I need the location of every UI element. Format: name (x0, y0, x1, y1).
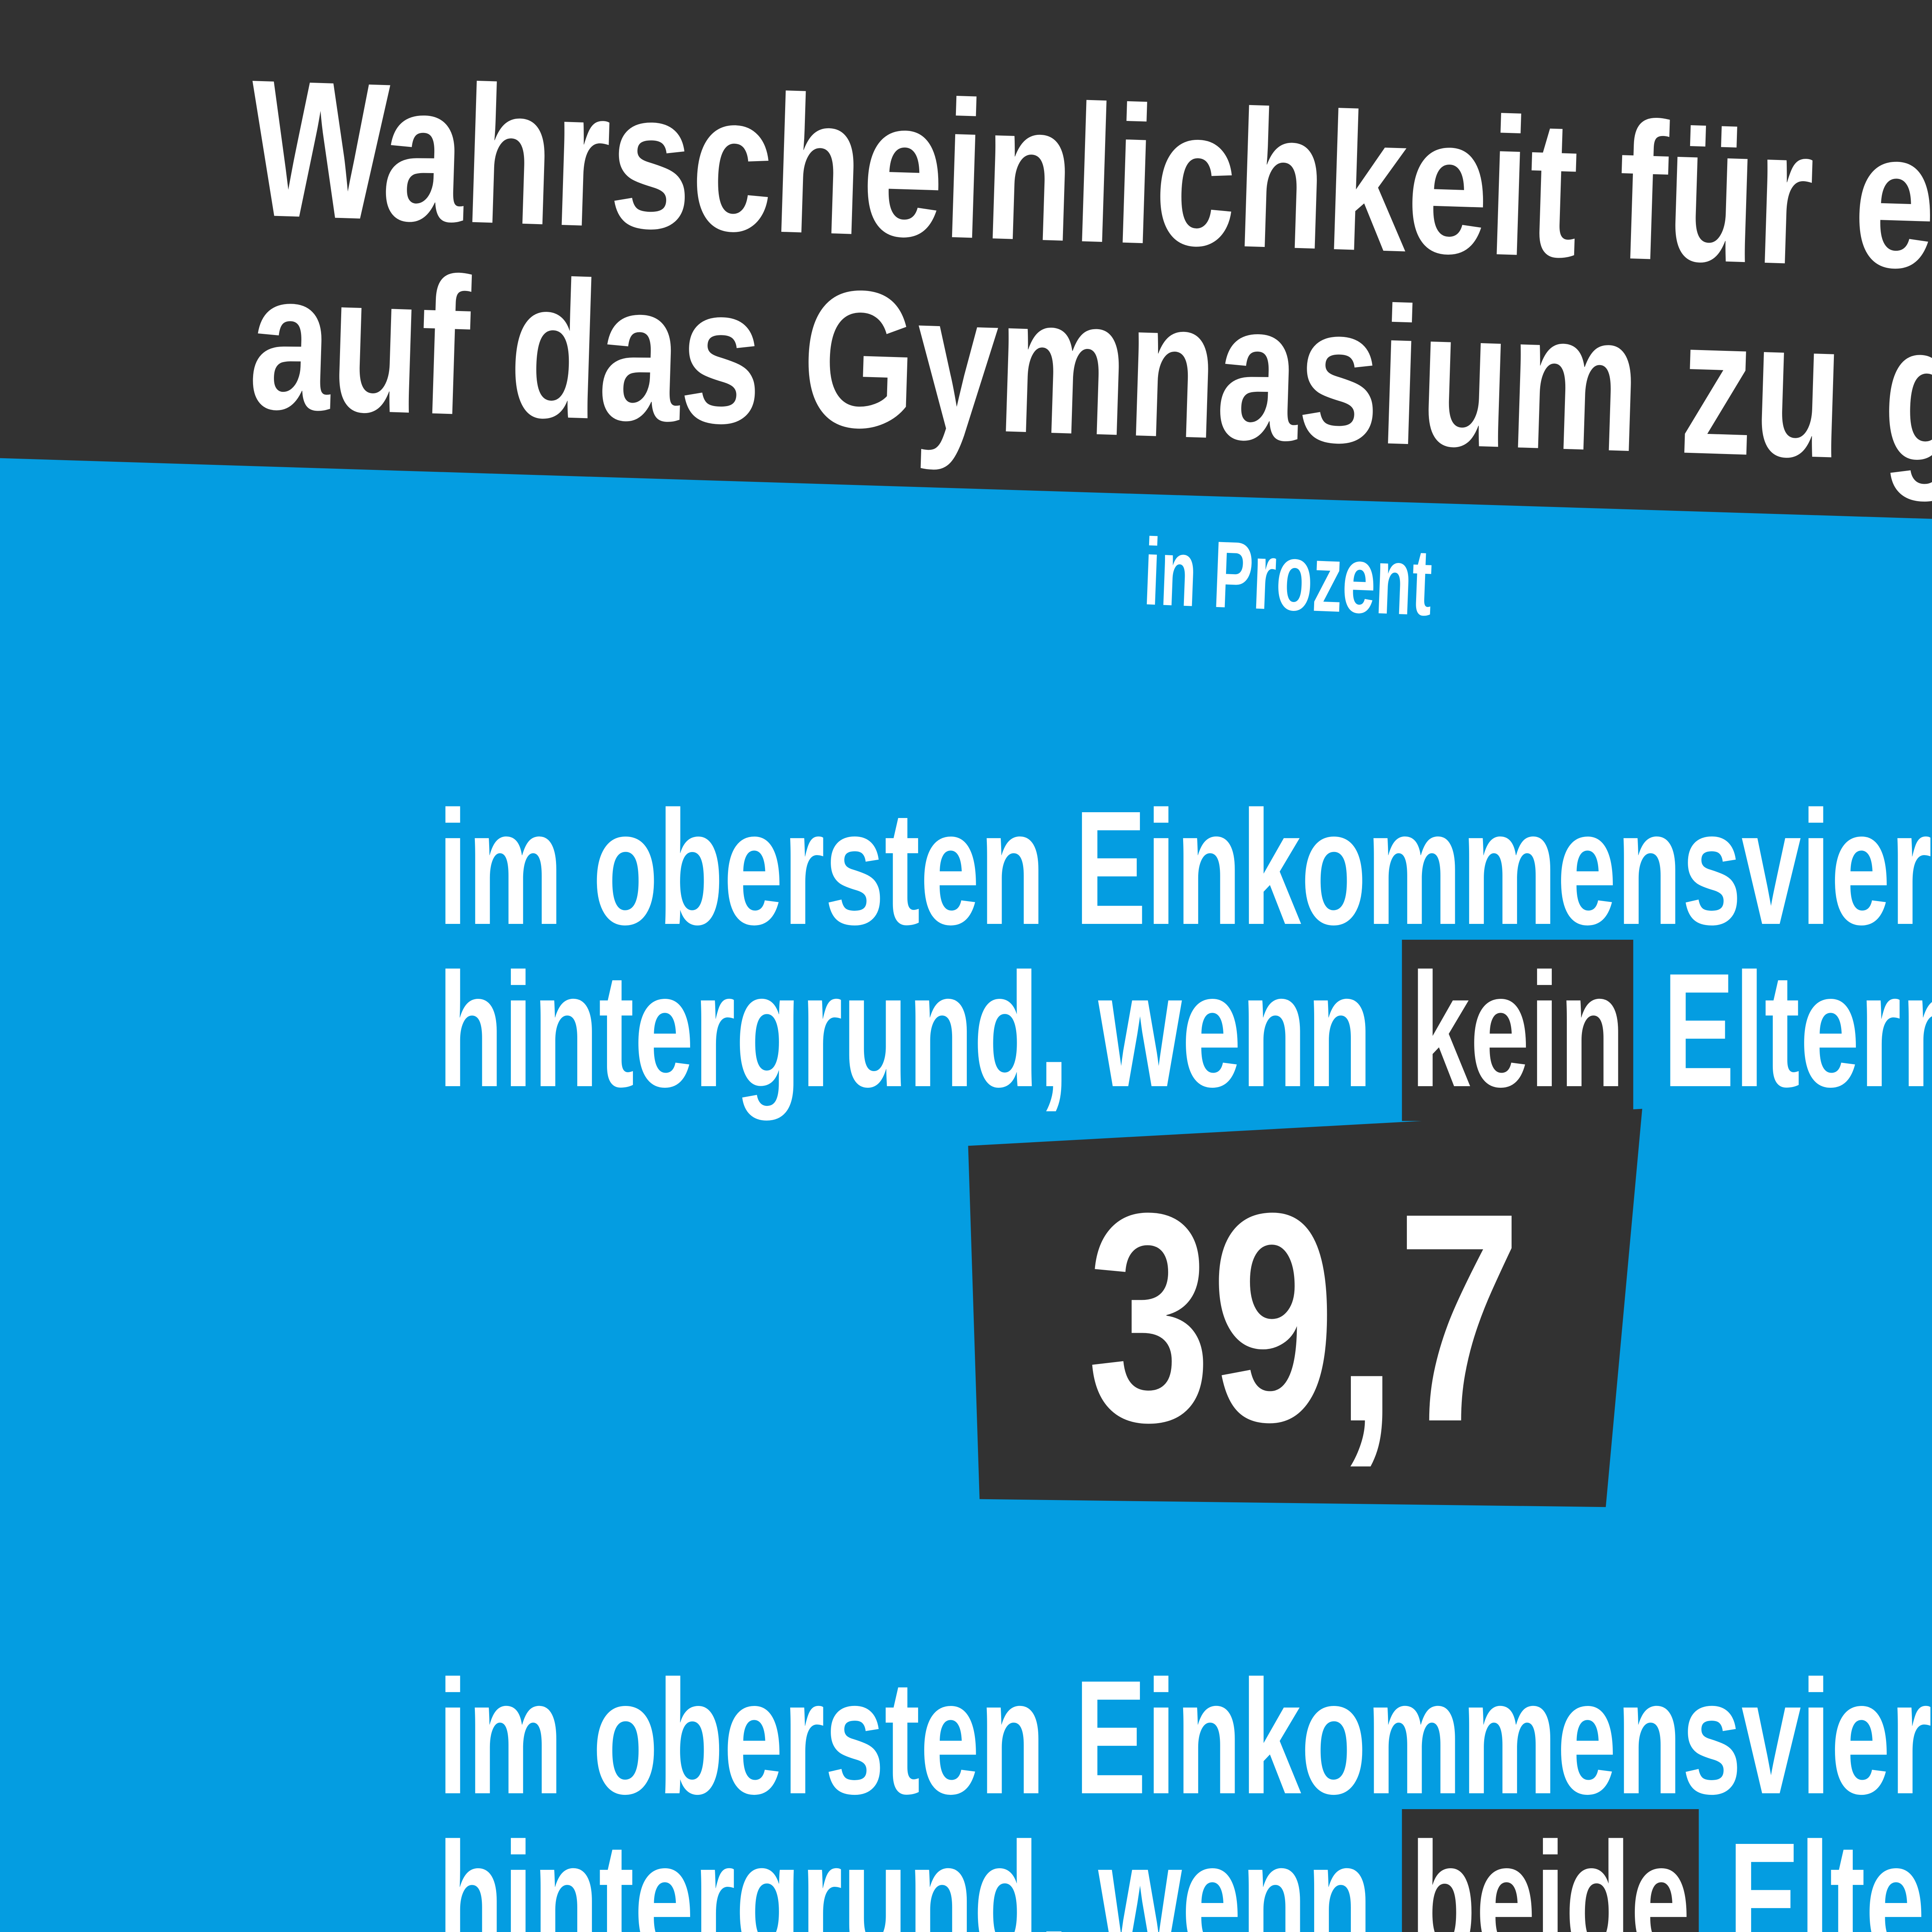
statement-1-line-1: im obersten Einkommensviertel, ohne Migr… (438, 787, 1932, 949)
statement-1-line-2-post: Elternteil Abitur hat (1663, 940, 1932, 1121)
statement-1: im obersten Einkommensviertel, ohne Migr… (0, 787, 1932, 1121)
statement-1-line-1-pre: im obersten Einkommensviertel, (438, 777, 1932, 959)
statement-1-line-2-highlight: kein (1402, 940, 1634, 1121)
statement-2-line-2: hintergrund, wenn beide Elternteile Abit… (438, 1809, 1932, 1932)
statement-2-line-2-highlight: beide (1402, 1809, 1699, 1932)
header-band: Wahrscheinlichkeit für ein Kind, auf das… (0, 0, 1932, 542)
page-title: Wahrscheinlichkeit für ein Kind, auf das… (0, 39, 1932, 514)
statement-1-line-2-pre: hintergrund, wenn (438, 940, 1402, 1121)
statement-2-line-1: im obersten Einkommensviertel, mit Migra… (438, 1656, 1932, 1819)
statement-1-line-2: hintergrund, wenn kein Elternteil Abitur… (438, 940, 1932, 1121)
subtitle-text: in Prozent (1142, 518, 1434, 636)
statement-2-line-1-pre: im obersten Einkommensviertel, (438, 1647, 1932, 1828)
statement-2-line-2-post: Elternteile Abitur haben (1728, 1809, 1932, 1932)
statement-2: im obersten Einkommensviertel, mit Migra… (0, 1656, 1932, 1932)
statement-2-line-2-pre: hintergrund, wenn (438, 1809, 1402, 1932)
title-line-2: auf das Gymnasium zu gehen (246, 231, 1932, 514)
value-1: 39,7 (1087, 1151, 1521, 1484)
value-box-1: 39,7 (968, 1109, 1643, 1507)
